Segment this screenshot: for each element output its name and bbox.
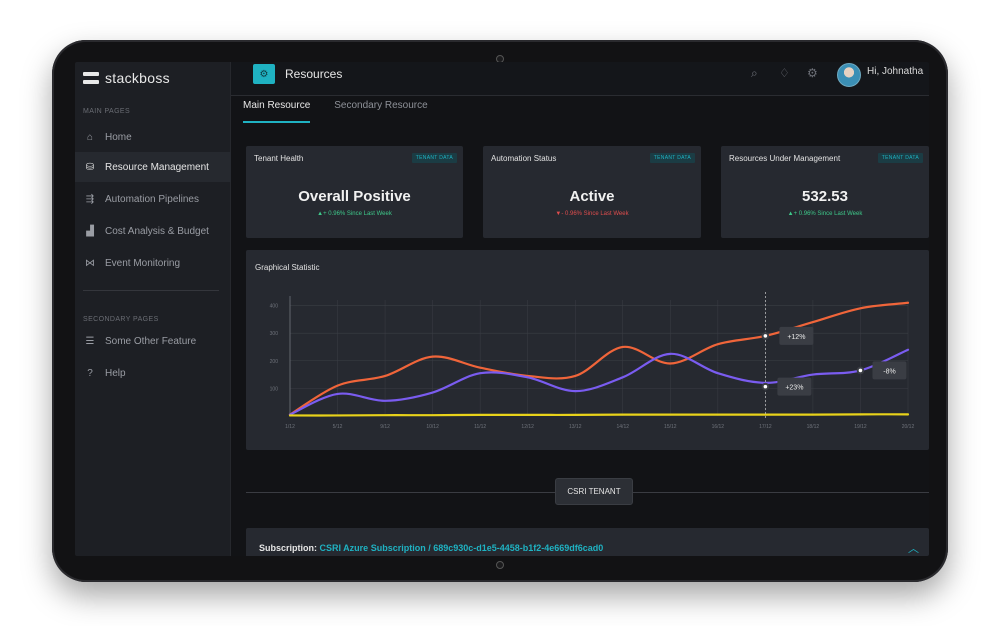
notification-icon[interactable]: ♢ <box>779 66 790 80</box>
home-icon: ⌂ <box>86 131 94 143</box>
annotation-label: +23% <box>785 385 803 392</box>
purple-series-line <box>288 348 910 416</box>
home-sensor-icon <box>496 561 504 569</box>
x-tick-label: 20/12 <box>902 424 915 430</box>
x-tick-label: 11/12 <box>474 424 486 430</box>
settings-icon[interactable]: ⚙ <box>807 66 818 80</box>
search-icon[interactable]: ⌕ <box>751 66 758 80</box>
avatar[interactable] <box>837 63 861 87</box>
annotation-dot <box>856 366 865 375</box>
database-icon: ⛁ <box>85 161 95 173</box>
sidebar-divider <box>83 290 219 291</box>
sidebar: stackboss MAIN PAGES ⌂ Home ⛁ Resource M… <box>75 62 231 556</box>
resources-under-management-card: Resources Under Management TENANT DATA 5… <box>721 146 929 238</box>
card-value: Active <box>569 188 615 205</box>
y-tick-label: 200 <box>270 359 279 365</box>
chart-title: Graphical Statistic <box>255 263 320 272</box>
x-tick-label: 14/12 <box>617 424 630 430</box>
y-tick-label: 100 <box>270 386 279 392</box>
sidebar-item-cost-analysis[interactable]: ▟ Cost Analysis & Budget <box>75 216 231 246</box>
sidebar-item-label: Home <box>105 131 132 143</box>
x-tick-label: 13/12 <box>569 424 582 430</box>
x-tick-label: 18/12 <box>807 424 820 430</box>
tenant-data-badge: TENANT DATA <box>411 153 457 163</box>
sidebar-item-some-other-feature[interactable]: ☰ Some Other Feature <box>75 326 231 356</box>
app-logo[interactable]: stackboss <box>83 70 170 86</box>
tenant-button[interactable]: CSRI TENANT <box>555 478 633 505</box>
main-pages-label: MAIN PAGES <box>83 108 131 115</box>
page-title: Resources <box>285 67 343 81</box>
subscription-bar[interactable]: Subscription: CSRI Azure Subscription / … <box>246 528 929 556</box>
x-tick-label: 17/12 <box>759 424 772 430</box>
pipeline-icon: ⇶ <box>85 193 95 205</box>
annotation-label: -8% <box>883 368 895 375</box>
annotation-badge <box>777 377 812 396</box>
secondary-pages-label: SECONDARY PAGES <box>83 316 159 323</box>
yellow-series-line <box>288 413 910 417</box>
bar-chart-icon: ▟ <box>86 225 94 237</box>
sidebar-item-home[interactable]: ⌂ Home <box>75 122 231 152</box>
tenant-health-card: Tenant Health TENANT DATA Overall Positi… <box>246 146 463 238</box>
card-value: 532.53 <box>802 188 848 205</box>
automation-status-card: Automation Status TENANT DATA Active ▼- … <box>483 146 701 238</box>
sidebar-item-label: Cost Analysis & Budget <box>105 225 209 237</box>
sidebar-item-automation-pipelines[interactable]: ⇶ Automation Pipelines <box>75 184 231 214</box>
annotation-dot <box>761 332 770 340</box>
resources-icon: ⚙ <box>253 64 275 84</box>
y-tick-label: 300 <box>270 331 279 337</box>
top-header: ⚙ Resources ⌕ ♢ ⚙ Hi, Johnatha <box>231 62 929 96</box>
x-tick-label: 12/12 <box>521 424 534 430</box>
card-change: ▲+ 0.96% Since Last Week <box>787 211 863 217</box>
help-icon: ? <box>87 367 93 379</box>
subscription-text: Subscription: CSRI Azure Subscription / … <box>259 543 603 553</box>
app-name: stackboss <box>105 70 170 86</box>
sidebar-item-help[interactable]: ? Help <box>75 358 231 388</box>
line-chart: 100 200 300 400 1/12 5/12 9/12 10/12 11/12 12/12 1… <box>270 292 915 430</box>
y-tick-label: 400 <box>270 304 279 310</box>
graphical-statistic-card: Graphical Statistic 100 200 300 400 1/12 5/12… <box>246 250 929 450</box>
card-title: Automation Status <box>491 154 557 163</box>
monitor-icon: ⋈ <box>85 257 95 269</box>
x-tick-label: 9/12 <box>380 424 390 430</box>
card-change: ▼- 0.96% Since Last Week <box>555 211 629 217</box>
x-tick-label: 19/12 <box>854 424 867 430</box>
feature-icon: ☰ <box>85 335 95 347</box>
user-greeting[interactable]: Hi, Johnatha <box>867 66 924 77</box>
sidebar-item-label: Help <box>105 367 126 379</box>
card-change: ▲+ 0.96% Since Last Week <box>317 211 392 217</box>
sidebar-item-event-monitoring[interactable]: ⋈ Event Monitoring <box>75 248 231 278</box>
tab-main-resource[interactable]: Main Resource <box>243 100 311 123</box>
resource-tabs: Main Resource Secondary Resource <box>243 100 428 123</box>
annotation-badge <box>779 326 814 345</box>
subscription-label: Subscription: <box>259 543 317 553</box>
sidebar-item-label: Resource Management <box>105 161 209 173</box>
annotation-dot <box>761 382 770 391</box>
annotation-label: +12% <box>787 334 805 341</box>
x-tick-label: 10/12 <box>426 424 439 430</box>
chevron-up-icon[interactable]: ︿ <box>908 543 919 555</box>
tablet-frame: stackboss MAIN PAGES ⌂ Home ⛁ Resource M… <box>52 40 948 582</box>
sidebar-item-resource-management[interactable]: ⛁ Resource Management <box>75 152 231 182</box>
x-tick-label: 5/12 <box>333 424 343 430</box>
x-tick-label: 15/12 <box>664 424 677 430</box>
app-screen: stackboss MAIN PAGES ⌂ Home ⛁ Resource M… <box>75 62 929 556</box>
card-value: Overall Positive <box>298 188 411 205</box>
sidebar-item-label: Some Other Feature <box>105 335 197 347</box>
tenant-data-badge: TENANT DATA <box>877 153 923 163</box>
x-tick-label: 16/12 <box>712 424 725 430</box>
card-title: Resources Under Management <box>729 154 841 163</box>
logo-icon <box>83 72 99 84</box>
x-tick-label: 1/12 <box>285 424 295 430</box>
annotation-badge <box>872 361 907 380</box>
card-title: Tenant Health <box>254 154 304 163</box>
subscription-value[interactable]: CSRI Azure Subscription / 689c930c-d1e5-… <box>319 543 604 553</box>
tenant-data-badge: TENANT DATA <box>649 153 695 163</box>
tab-secondary-resource[interactable]: Secondary Resource <box>334 100 428 111</box>
sidebar-item-label: Automation Pipelines <box>105 193 199 205</box>
orange-series-line <box>288 301 910 416</box>
sidebar-item-label: Event Monitoring <box>105 257 181 269</box>
